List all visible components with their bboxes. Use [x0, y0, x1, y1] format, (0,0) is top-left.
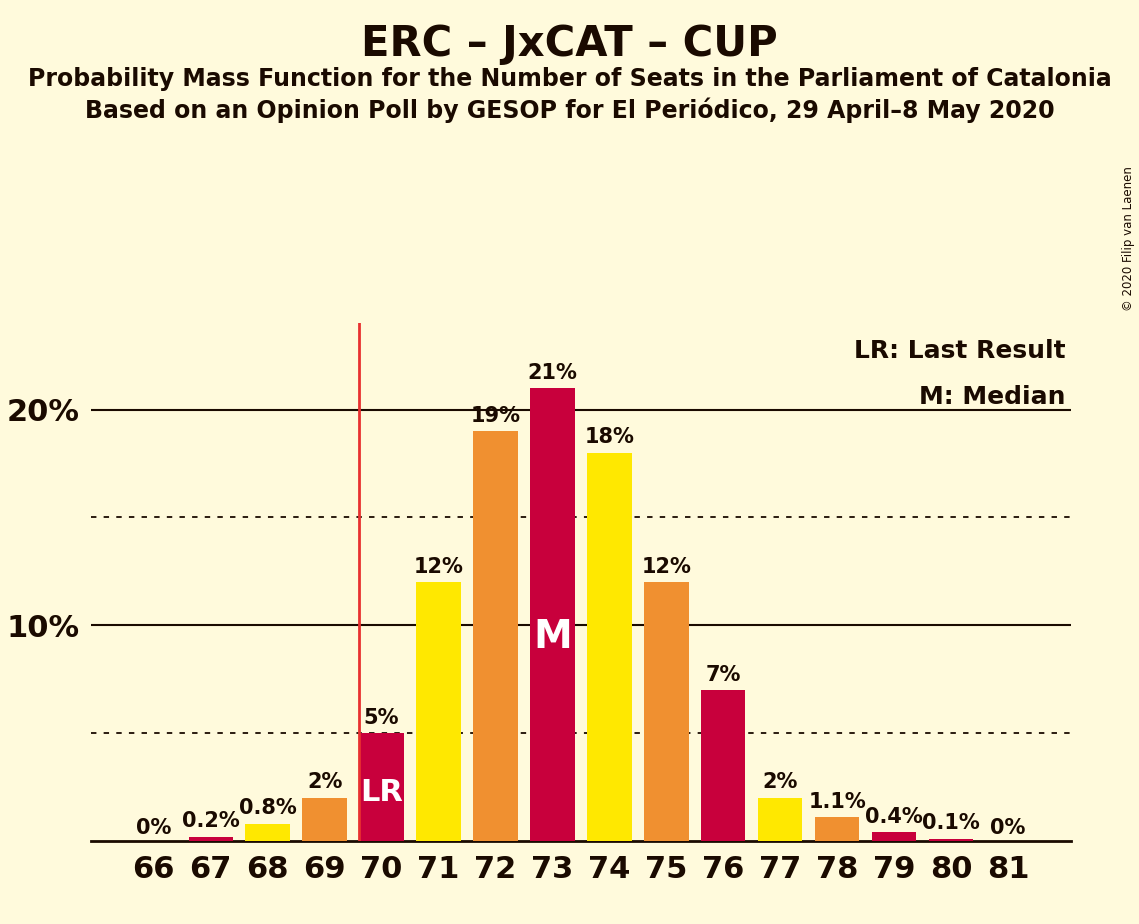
Text: 0.4%: 0.4%	[866, 807, 923, 827]
Text: 18%: 18%	[584, 428, 634, 447]
Text: 2%: 2%	[762, 772, 798, 792]
Text: © 2020 Filip van Laenen: © 2020 Filip van Laenen	[1122, 166, 1136, 311]
Bar	[245, 823, 289, 841]
Text: 0.2%: 0.2%	[182, 811, 239, 832]
Bar	[473, 432, 517, 841]
Bar	[416, 582, 460, 841]
Text: ERC – JxCAT – CUP: ERC – JxCAT – CUP	[361, 23, 778, 65]
Text: 2%: 2%	[306, 772, 343, 792]
Text: Probability Mass Function for the Number of Seats in the Parliament of Catalonia: Probability Mass Function for the Number…	[27, 67, 1112, 91]
Text: 0.1%: 0.1%	[923, 813, 980, 833]
Text: 12%: 12%	[413, 557, 464, 577]
Text: 12%: 12%	[641, 557, 691, 577]
Bar	[530, 388, 574, 841]
Text: 0.8%: 0.8%	[239, 798, 296, 819]
Text: 7%: 7%	[705, 664, 741, 685]
Bar	[757, 797, 802, 841]
Text: LR: Last Result: LR: Last Result	[854, 339, 1066, 363]
Bar	[928, 839, 973, 841]
Bar	[700, 690, 745, 841]
Text: 5%: 5%	[363, 708, 400, 728]
Text: Based on an Opinion Poll by GESOP for El Periódico, 29 April–8 May 2020: Based on an Opinion Poll by GESOP for El…	[84, 97, 1055, 123]
Bar	[814, 817, 859, 841]
Text: 0%: 0%	[136, 818, 172, 837]
Text: 19%: 19%	[470, 406, 521, 426]
Bar	[302, 797, 346, 841]
Bar	[872, 833, 917, 841]
Text: M: M	[533, 618, 572, 656]
Bar	[644, 582, 688, 841]
Text: 21%: 21%	[527, 363, 577, 383]
Text: 0%: 0%	[990, 818, 1026, 837]
Bar	[587, 453, 631, 841]
Bar	[359, 733, 403, 841]
Text: LR: LR	[360, 778, 403, 807]
Bar	[188, 836, 232, 841]
Text: 1.1%: 1.1%	[809, 792, 866, 811]
Text: M: Median: M: Median	[919, 385, 1066, 409]
